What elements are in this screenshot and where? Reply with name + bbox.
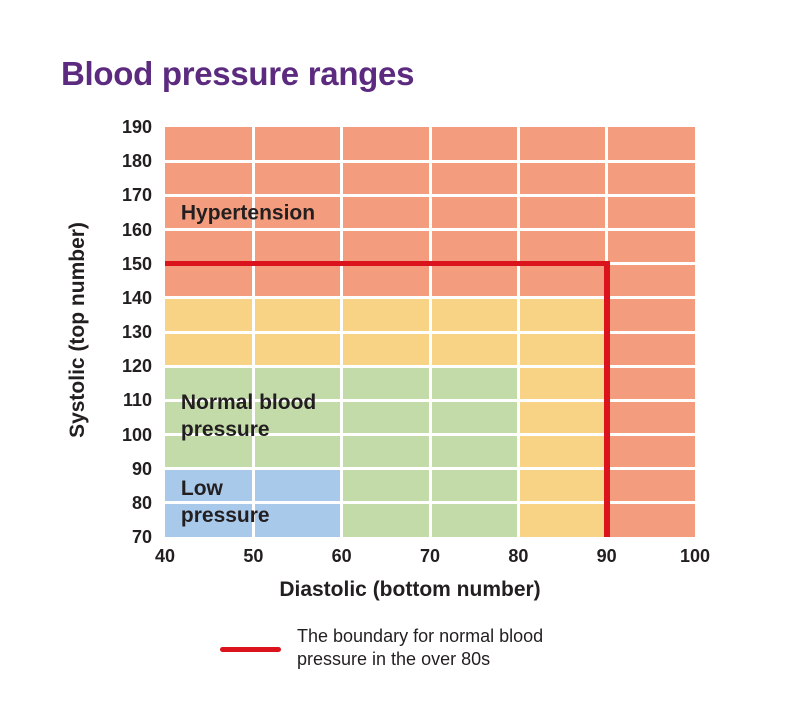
y-tick-label: 190: [121, 117, 152, 137]
legend-label: The boundary for normal blood pressure i…: [297, 626, 544, 669]
x-tick-label: 90: [596, 546, 617, 566]
horizontal-gridline: [165, 364, 695, 368]
y-tick-label: 160: [121, 219, 152, 240]
y-tick-label: 120: [121, 356, 152, 377]
boundary-line-horizontal: [165, 261, 610, 267]
region-label-normal: Normal blood pressure: [180, 391, 317, 442]
horizontal-gridline: [165, 467, 695, 471]
horizontal-gridline: [165, 193, 695, 197]
horizontal-gridline: [165, 433, 695, 436]
y-tick-label: 180: [121, 151, 152, 172]
boundary-line-vertical: [603, 261, 610, 537]
x-axis-title: Diastolic (bottom number): [279, 578, 541, 601]
horizontal-gridline: [165, 330, 695, 334]
legend-red-line-swatch: [220, 647, 281, 652]
y-tick-label: 140: [121, 287, 152, 308]
y-tick-label: 80: [131, 492, 152, 513]
y-tick-label: 150: [121, 253, 152, 274]
x-tick-label: 40: [154, 546, 176, 566]
y-tick-label: 100: [121, 424, 152, 445]
region-label-low: Low pressure: [180, 476, 270, 527]
horizontal-gridline: [165, 398, 695, 402]
y-tick-label: 70: [131, 527, 152, 547]
horizontal-gridline: [165, 501, 695, 505]
x-tick-label: 60: [331, 546, 352, 566]
plot-area: Hypertension Normal blood pressure Low pre…: [165, 127, 695, 537]
region-label-hypertension: Hypertension: [180, 201, 316, 225]
x-tick-label: 50: [243, 546, 264, 566]
x-tick-label: 70: [419, 546, 441, 566]
region-hypertension: [606, 297, 695, 537]
horizontal-gridline: [165, 228, 695, 231]
horizontal-gridline: [165, 296, 695, 300]
y-tick-label: 110: [122, 390, 152, 411]
y-tick-label: 90: [131, 458, 152, 479]
y-tick-label: 130: [121, 322, 152, 342]
x-tick-label: 80: [508, 546, 529, 566]
horizontal-gridline: [165, 159, 695, 163]
page-title: Blood pressure ranges: [61, 55, 415, 92]
x-tick-label: 100: [679, 546, 711, 566]
region-elevated: [518, 366, 607, 537]
y-tick-label: 170: [121, 185, 152, 206]
